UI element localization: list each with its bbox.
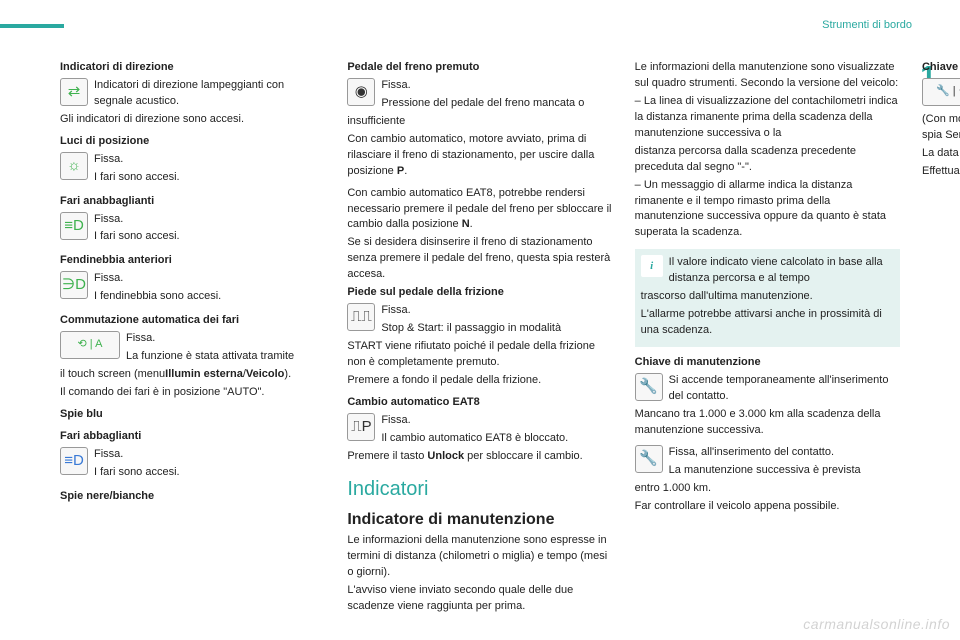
entry-after: Il comando dei fari è in posizione "AUTO… [60,385,325,401]
entry-front-fog: Fendinebbia anteriori ∋D Fissa. I fendin… [60,253,325,307]
paragraph: Le informazioni della manutenzione sono … [635,60,900,92]
entry-service-key: Chiave di manutenzione 🔧 Si accende temp… [635,355,900,439]
entry-after: entro 1.000 km. [635,481,900,497]
entry-line: Fissa, all'inserimento del contatto. [669,445,900,461]
list-item: – Un messaggio di allarme indica la dist… [635,178,900,242]
entry-line: I fari sono accesi. [94,465,325,481]
entry-line: Stop & Start: il passaggio in modalità [381,321,612,337]
entry-title: Commutazione automatica dei fari [60,313,325,329]
entry-title: Chiave di manutenzione lampeggiante [922,60,960,76]
entry-line: La manutenzione successiva è prevista [669,463,900,479]
h2-maintenance-indicator: Indicatore di manutenzione [347,508,612,531]
entry-title: Piede sul pedale della frizione [347,285,612,301]
entry-after: insufficiente [347,114,612,130]
entry-service-key-fixed: 🔧 Fissa, all'inserimento del contatto. L… [635,445,900,515]
entry-after: Mancano tra 1.000 e 3.000 km alla scaden… [635,407,900,439]
info-line: Il valore indicato viene calcolato in ba… [641,255,892,287]
info-line: trascorso dall'ultima manutenzione. [641,289,892,305]
clutch-pedal-icon: ⎍⎍ [347,303,375,331]
direction-indicator-icon: ⇄ [60,78,88,106]
paragraph: Le informazioni della manutenzione sono … [347,533,612,581]
entry-title: Pedale del freno premuto [347,60,612,76]
entry-line: Il cambio automatico EAT8 è bloccato. [381,431,612,447]
entry-after: La data del tagliando è stata superata. [922,146,960,162]
entry-after: Effettuare il tagliando appena possibile… [922,164,960,180]
entry-after: Con cambio automatico, motore avviato, p… [347,132,612,180]
entry-position-lights: Luci di posizione ☼ Fissa. I fari sono a… [60,134,325,188]
entry-title: Luci di posizione [60,134,325,150]
entry-line: Pressione del pedale del freno mancata o [381,96,612,112]
page-content: Indicatori di direzione ⇄ Indicatori di … [60,60,900,620]
entry-line: Fissa. [94,212,325,228]
entry-line: Fissa. [94,271,325,287]
entry-line: Fissa. [94,152,325,168]
entry-after: (Con motorizzazioni diesel BlueHDi, asso… [922,112,960,144]
entry-high-beam: Fari abbaglianti ≡D Fissa. I fari sono a… [60,429,325,483]
entry-line: Si accende temporaneamente all'inserimen… [669,373,900,405]
brake-pedal-icon: ◉ [347,78,375,106]
subheading-blue: Spie blu [60,407,325,423]
entry-title: Fendinebbia anteriori [60,253,325,269]
entry-after: START viene rifiutato poiché il pedale d… [347,339,612,371]
entry-brake-pedal: Pedale del freno premuto ◉ Fissa. Pressi… [347,60,612,180]
entry-low-beam: Fari anabbaglianti ≡D Fissa. I fari sono… [60,194,325,248]
info-callout: i Il valore indicato viene calcolato in … [635,249,900,347]
auto-headlights-icon: ⟲ | A [60,331,120,359]
entry-after: Far controllare il veicolo appena possib… [635,499,900,515]
entry-line: Indicatori di direzione lampeggianti con… [94,78,325,110]
entry-title: Indicatori di direzione [60,60,325,76]
entry-title: Fari abbaglianti [60,429,325,445]
low-beam-icon: ≡D [60,212,88,240]
entry-after: Gli indicatori di direzione sono accesi. [60,112,325,128]
entry-line: La funzione è stata attivata tramite [126,349,325,365]
list-item: – La linea di visualizzazione del contac… [635,94,900,142]
entry-line: I fari sono accesi. [94,229,325,245]
section-title-indicators: Indicatori [347,475,612,504]
entry-line: Fissa. [126,331,325,347]
entry-after: Premere il tasto Unlock per sbloccare il… [347,449,612,465]
wrench-icon: 🔧 [635,445,663,473]
entry-title: Chiave di manutenzione [635,355,900,371]
entry-line: Fissa. [94,447,325,463]
paragraph: distanza percorsa dalla scadenza precede… [635,144,900,176]
entry-auto-headlights: Commutazione automatica dei fari ⟲ | A F… [60,313,325,401]
entry-title: Fari anabbaglianti [60,194,325,210]
watermark: carmanualsonline.info [803,614,950,634]
paragraph: Con cambio automatico EAT8, potrebbe ren… [347,186,612,234]
entry-line: I fari sono accesi. [94,170,325,186]
page-section-title: Strumenti di bordo [822,18,912,34]
front-fog-icon: ∋D [60,271,88,299]
wrench-icon: 🔧 [635,373,663,401]
entry-direction-indicators: Indicatori di direzione ⇄ Indicatori di … [60,60,325,128]
info-line: L'allarme potrebbe attivarsi anche in pr… [641,307,892,339]
entry-line: Fissa. [381,78,612,94]
paragraph: L'avviso viene inviato secondo quale del… [347,583,612,615]
entry-after: Premere a fondo il pedale della frizione… [347,373,612,389]
eat8-icon: ⎍P [347,413,375,441]
high-beam-icon: ≡D [60,447,88,475]
header-accent-bar [0,24,64,28]
entry-after: il touch screen (menuIllumin esterna/Vei… [60,367,325,383]
entry-title: Cambio automatico EAT8 [347,395,612,411]
entry-line: I fendinebbia sono accesi. [94,289,325,305]
wrench-flash-icon: 🔧 | ✳ [922,78,960,106]
paragraph: Se si desidera disinserire il freno di s… [347,235,612,283]
entry-service-key-flashing: Chiave di manutenzione lampeggiante 🔧 | … [922,60,960,180]
entry-clutch-pedal: Piede sul pedale della frizione ⎍⎍ Fissa… [347,285,612,389]
entry-eat8: Cambio automatico EAT8 ⎍P Fissa. Il camb… [347,395,612,465]
info-icon: i [641,255,663,277]
entry-line: Fissa. [381,413,612,429]
position-lights-icon: ☼ [60,152,88,180]
subheading-bw: Spie nere/bianche [60,489,325,505]
entry-line: Fissa. [381,303,612,319]
